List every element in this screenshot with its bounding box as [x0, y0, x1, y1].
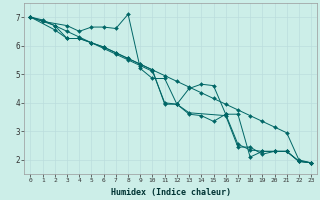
X-axis label: Humidex (Indice chaleur): Humidex (Indice chaleur): [111, 188, 231, 197]
